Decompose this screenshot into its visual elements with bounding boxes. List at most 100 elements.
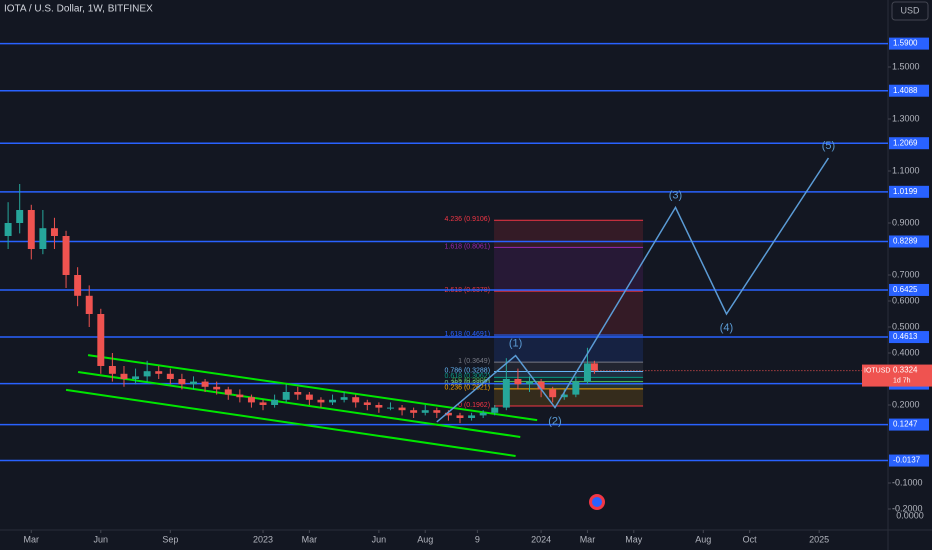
candle-body <box>590 363 598 371</box>
candle-body <box>120 373 128 379</box>
channel-line <box>77 370 521 438</box>
y-tick-label: -0.2000 <box>892 503 923 513</box>
fib-label: 1 (0.3649) <box>458 358 490 365</box>
candle-body <box>166 373 174 379</box>
axis-label: 0.0000 <box>896 510 924 520</box>
last-price-tag <box>862 364 932 387</box>
candle-body <box>50 228 58 236</box>
y-tick-label: 1.1000 <box>892 165 920 175</box>
fib-label: 0.5 (0.2905) <box>452 377 490 384</box>
level-label: -0.0137 <box>893 456 921 465</box>
wave-label: (3) <box>669 189 682 201</box>
y-tick-label: 0.7000 <box>892 269 920 279</box>
currency-button[interactable] <box>891 1 929 21</box>
level-tag <box>889 137 929 150</box>
wave-label: (1) <box>509 338 522 350</box>
x-tick-label: Mar <box>24 534 40 544</box>
level-label: 1.5900 <box>893 39 918 48</box>
candle-body <box>421 410 429 413</box>
y-tick-label: 0.4000 <box>892 347 920 357</box>
candle-body <box>74 274 82 296</box>
x-tick-label: Jun <box>372 534 387 544</box>
candle-body <box>352 397 360 403</box>
candle-body <box>560 394 568 398</box>
fib-label: 0.618 (0.3062) <box>445 373 491 380</box>
candle-body <box>271 399 279 405</box>
candle-body <box>224 389 232 395</box>
level-label: 0.6425 <box>893 285 918 294</box>
channel-line <box>65 388 516 457</box>
candle-body <box>190 381 197 385</box>
fib-label: 4.236 (0.9106) <box>445 216 491 223</box>
level-tag <box>889 185 929 198</box>
level-label: 1.4088 <box>893 86 918 95</box>
level-label: 1.0199 <box>893 187 918 196</box>
candle-body <box>340 397 348 400</box>
x-tick-label: Oct <box>743 534 758 544</box>
candle-body <box>236 394 244 398</box>
candle-body <box>39 228 47 249</box>
x-tick-label: 2024 <box>531 534 551 544</box>
candle-body <box>108 365 116 374</box>
candle-body <box>4 222 12 236</box>
candle-body <box>62 235 70 275</box>
flag-icon[interactable] <box>589 494 605 510</box>
level-tag <box>889 418 929 431</box>
candle-body <box>363 402 371 405</box>
candle-body <box>502 378 510 408</box>
candle-body <box>259 402 267 405</box>
fib-zone <box>494 247 644 292</box>
candle-body <box>526 381 533 385</box>
y-tick-label: 0.2000 <box>892 399 920 409</box>
candle-body <box>201 381 209 387</box>
candle-body <box>491 407 499 413</box>
fib-label: 0.236 (0.2621) <box>445 385 491 392</box>
wave-label: (2) <box>548 416 561 428</box>
candle-body <box>213 386 221 390</box>
candle-body <box>16 209 24 223</box>
candle-body <box>433 410 441 413</box>
candle-body <box>97 313 105 366</box>
level-label: 0.8289 <box>893 237 918 246</box>
fib-label: 0.786 (0.3288) <box>445 367 491 374</box>
fib-zone <box>494 381 644 385</box>
candle-body <box>178 378 186 385</box>
fib-label: 1.618 (0.4691) <box>445 331 491 338</box>
candle-body <box>132 376 140 379</box>
candle-body <box>305 394 313 400</box>
fib-zone <box>494 377 644 382</box>
fib-zone <box>494 291 644 336</box>
fib-zone <box>494 388 644 406</box>
x-tick-label: Aug <box>417 534 433 544</box>
fib-zone <box>494 335 644 363</box>
y-tick-label: 0.9000 <box>892 217 920 227</box>
y-tick-label: 1.5000 <box>892 61 920 71</box>
level-tag <box>889 37 929 50</box>
wave-path <box>436 157 830 423</box>
candle-body <box>143 371 151 377</box>
level-label: 0.4613 <box>893 332 918 341</box>
wave-label: (5) <box>822 140 835 152</box>
x-tick-label: Aug <box>695 534 711 544</box>
candle-body <box>85 295 93 314</box>
level-tag <box>889 331 929 344</box>
level-tag <box>889 235 929 248</box>
last-price-countdown: 1d 7h <box>893 377 911 384</box>
x-tick-label: 2025 <box>809 534 829 544</box>
candle-body <box>329 399 337 403</box>
level-tag <box>889 84 929 97</box>
candle-body <box>155 371 163 374</box>
candle-body <box>444 412 452 416</box>
chart-title: IOTA / U.S. Dollar, 1W, BITFINEX <box>4 4 153 15</box>
x-tick-label: Sep <box>162 534 178 544</box>
candle-body <box>27 209 35 249</box>
candle-body <box>386 407 394 409</box>
level-tag <box>889 454 929 467</box>
candle-body <box>410 410 418 413</box>
candle-body <box>514 378 522 385</box>
y-tick-label: 0.5000 <box>892 321 920 331</box>
candle-body <box>468 415 476 418</box>
x-tick-label: Mar <box>302 534 318 544</box>
